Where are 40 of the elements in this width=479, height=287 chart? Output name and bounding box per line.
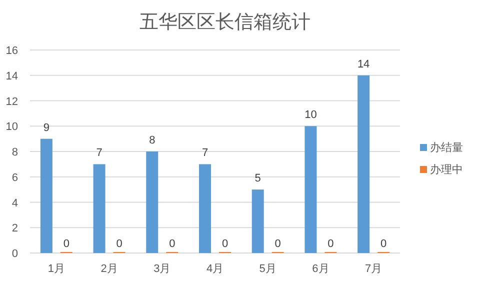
- data-label: 10: [304, 109, 317, 122]
- data-label: 0: [328, 238, 334, 250]
- y-tick-label: 2: [12, 222, 18, 235]
- bar: [146, 152, 158, 253]
- y-tick-label: 12: [6, 96, 18, 108]
- data-label: 8: [149, 134, 156, 146]
- data-label: 7: [96, 147, 102, 160]
- legend-label: 办理中: [430, 163, 463, 176]
- legend-label: 办结量: [430, 141, 463, 154]
- y-tick-label: 6: [12, 172, 18, 184]
- y-tick-label: 14: [6, 70, 18, 82]
- x-tick-label: 7月: [365, 263, 382, 275]
- data-label: 0: [63, 238, 70, 250]
- y-tick-label: 8: [12, 146, 18, 158]
- x-tick-label: 2月: [100, 263, 118, 275]
- data-label: 14: [357, 58, 370, 70]
- bar: [252, 190, 264, 253]
- bar: [93, 164, 106, 253]
- y-tick-label: 0: [12, 248, 18, 260]
- x-tick-label: 4月: [206, 263, 224, 275]
- data-label: 9: [43, 122, 50, 134]
- bar: [304, 126, 317, 253]
- x-tick-label: 5月: [259, 263, 276, 275]
- y-tick-label: 4: [12, 197, 18, 210]
- data-label: 0: [222, 238, 228, 250]
- data-label: 0: [380, 238, 387, 250]
- bar: [358, 75, 370, 253]
- bar: [40, 138, 52, 253]
- x-tick-label: 3月: [154, 263, 171, 275]
- data-label: 5: [254, 172, 261, 185]
- bar: [199, 164, 211, 253]
- chart-title: 五华区区长信箱统计: [140, 12, 310, 33]
- x-tick-label: 1月: [48, 263, 65, 275]
- data-label: 7: [202, 147, 208, 160]
- data-label: 0: [169, 238, 176, 250]
- data-label: 0: [274, 238, 281, 250]
- data-label: 0: [116, 238, 122, 250]
- x-tick-label: 6月: [312, 263, 330, 275]
- y-tick-label: 16: [6, 45, 18, 57]
- y-tick-label: 10: [6, 121, 18, 134]
